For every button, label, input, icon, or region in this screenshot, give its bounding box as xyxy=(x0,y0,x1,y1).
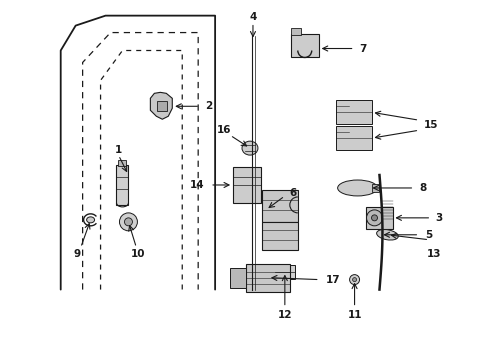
Text: 9: 9 xyxy=(73,249,80,259)
Text: 3: 3 xyxy=(434,213,442,223)
Text: 7: 7 xyxy=(359,44,366,54)
Text: 13: 13 xyxy=(426,249,441,259)
Bar xyxy=(290,33,318,58)
Ellipse shape xyxy=(337,180,377,196)
Text: 8: 8 xyxy=(419,183,426,193)
Bar xyxy=(262,190,297,222)
Text: 10: 10 xyxy=(131,249,145,259)
Bar xyxy=(262,222,297,250)
Text: 16: 16 xyxy=(216,125,231,135)
Bar xyxy=(371,184,379,192)
Text: 11: 11 xyxy=(346,310,361,320)
Circle shape xyxy=(352,278,356,282)
Circle shape xyxy=(119,213,137,231)
Bar xyxy=(157,101,167,111)
Text: 2: 2 xyxy=(205,101,212,111)
Circle shape xyxy=(371,215,377,221)
Ellipse shape xyxy=(376,230,397,240)
Text: 15: 15 xyxy=(424,120,438,130)
Bar xyxy=(229,268,245,288)
Circle shape xyxy=(366,210,382,226)
Text: 12: 12 xyxy=(277,310,291,320)
Text: 4: 4 xyxy=(249,12,256,22)
Bar xyxy=(335,126,371,150)
Bar xyxy=(245,264,289,292)
Text: 17: 17 xyxy=(325,275,340,285)
Bar xyxy=(290,28,300,35)
Bar xyxy=(118,160,126,166)
Circle shape xyxy=(349,275,359,285)
Ellipse shape xyxy=(242,141,258,155)
Text: 6: 6 xyxy=(289,188,297,198)
Bar xyxy=(233,167,261,203)
Bar xyxy=(335,100,371,124)
Ellipse shape xyxy=(86,217,94,223)
Circle shape xyxy=(124,218,132,226)
Text: 5: 5 xyxy=(425,230,432,240)
Text: 14: 14 xyxy=(189,180,203,190)
Polygon shape xyxy=(150,92,172,119)
Bar xyxy=(116,165,128,205)
Bar xyxy=(365,207,393,229)
Text: 1: 1 xyxy=(115,145,122,155)
Bar xyxy=(274,265,294,279)
